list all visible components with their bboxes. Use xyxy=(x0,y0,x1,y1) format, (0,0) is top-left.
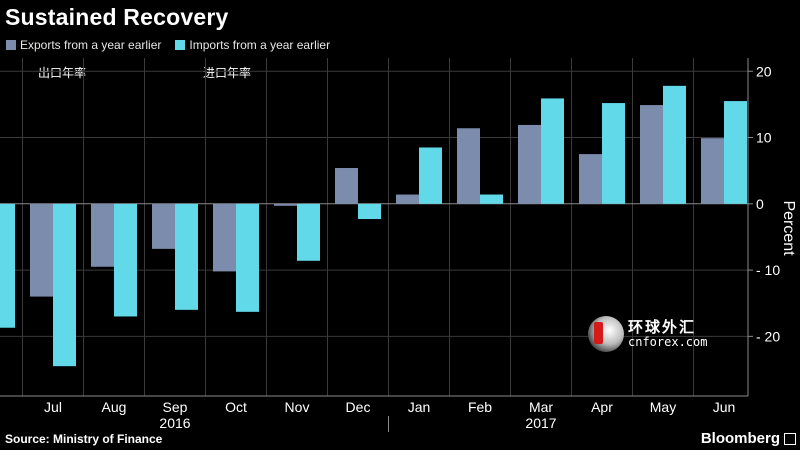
legend-label-exports: Exports from a year earlier xyxy=(20,38,162,52)
bar-exports-5 xyxy=(274,203,297,206)
imports-chinese-label: 进口年率 xyxy=(203,66,252,80)
bar-imports-7 xyxy=(419,147,442,204)
x-tick-label: Feb xyxy=(468,399,492,415)
bar-exports-6 xyxy=(335,168,358,204)
bar-exports-10 xyxy=(579,154,602,204)
legend-label-imports: Imports from a year earlier xyxy=(189,38,331,52)
y-tick-label: - 20 xyxy=(756,328,780,344)
watermark-chinese-text: 环球外汇 xyxy=(628,318,697,337)
y-tick-label: 20 xyxy=(756,63,772,79)
chart-title: Sustained Recovery xyxy=(5,4,229,30)
legend-swatch-exports xyxy=(6,40,16,50)
bar-imports-3 xyxy=(175,203,198,310)
x-tick-label: Jul xyxy=(44,399,62,415)
bar-exports-9 xyxy=(518,124,541,204)
bar-exports-8 xyxy=(457,128,480,204)
bar-exports-7 xyxy=(396,194,419,204)
y-tick-label: 0 xyxy=(756,196,764,212)
bar-imports-6 xyxy=(358,203,381,220)
year-label: 2017 xyxy=(525,415,556,431)
y-axis-title: Percent xyxy=(780,200,797,256)
bar-exports-2 xyxy=(91,203,114,267)
bar-imports-11 xyxy=(663,85,686,204)
bar-exports-4 xyxy=(213,203,236,272)
bar-imports-10 xyxy=(602,103,625,204)
legend-swatch-imports xyxy=(175,40,186,50)
bar-exports-3 xyxy=(152,203,175,249)
bar-imports-4 xyxy=(236,203,259,312)
bar-exports-12 xyxy=(701,138,724,204)
x-tick-label: Apr xyxy=(591,399,613,415)
bar-imports-2 xyxy=(114,203,137,317)
bar-imports-5 xyxy=(297,203,320,261)
watermark-domain-text: cnforex.com xyxy=(628,334,708,349)
bloomberg-brand: Bloomberg xyxy=(700,430,780,447)
year-label: 2016 xyxy=(159,415,190,431)
bar-imports-1 xyxy=(53,203,76,367)
x-tick-label: Mar xyxy=(529,399,553,415)
x-tick-label: Sep xyxy=(163,399,188,415)
bar-exports-1 xyxy=(30,203,53,297)
x-tick-label: Oct xyxy=(225,399,247,415)
y-tick-label: - 10 xyxy=(756,262,780,278)
x-tick-label: Nov xyxy=(285,399,310,415)
bar-imports-12 xyxy=(724,101,747,204)
x-tick-label: Jan xyxy=(408,399,431,415)
cnforex-watermark: 环球外汇 cnforex.com xyxy=(588,316,707,352)
legend-item-exports: Exports from a year earlier xyxy=(6,38,161,52)
x-tick-label: May xyxy=(650,399,676,415)
bloomberg-square-icon xyxy=(784,433,796,445)
cnforex-logo-icon xyxy=(588,316,624,352)
legend-item-imports: Imports from a year earlier xyxy=(175,38,330,52)
x-tick-label: Dec xyxy=(346,399,371,415)
y-tick-label: 10 xyxy=(756,130,772,146)
bar-exports-11 xyxy=(640,105,663,204)
bar-imports-0 xyxy=(0,203,15,328)
bar-imports-8 xyxy=(480,194,503,204)
exports-chinese-label: 出口年率 xyxy=(38,66,87,80)
bar-imports-9 xyxy=(541,98,564,204)
x-tick-label: Jun xyxy=(713,399,736,415)
source-note: Source: Ministry of Finance xyxy=(5,432,163,446)
legend: Exports from a year earlier Imports from… xyxy=(6,38,344,52)
x-tick-label: Aug xyxy=(102,399,127,415)
